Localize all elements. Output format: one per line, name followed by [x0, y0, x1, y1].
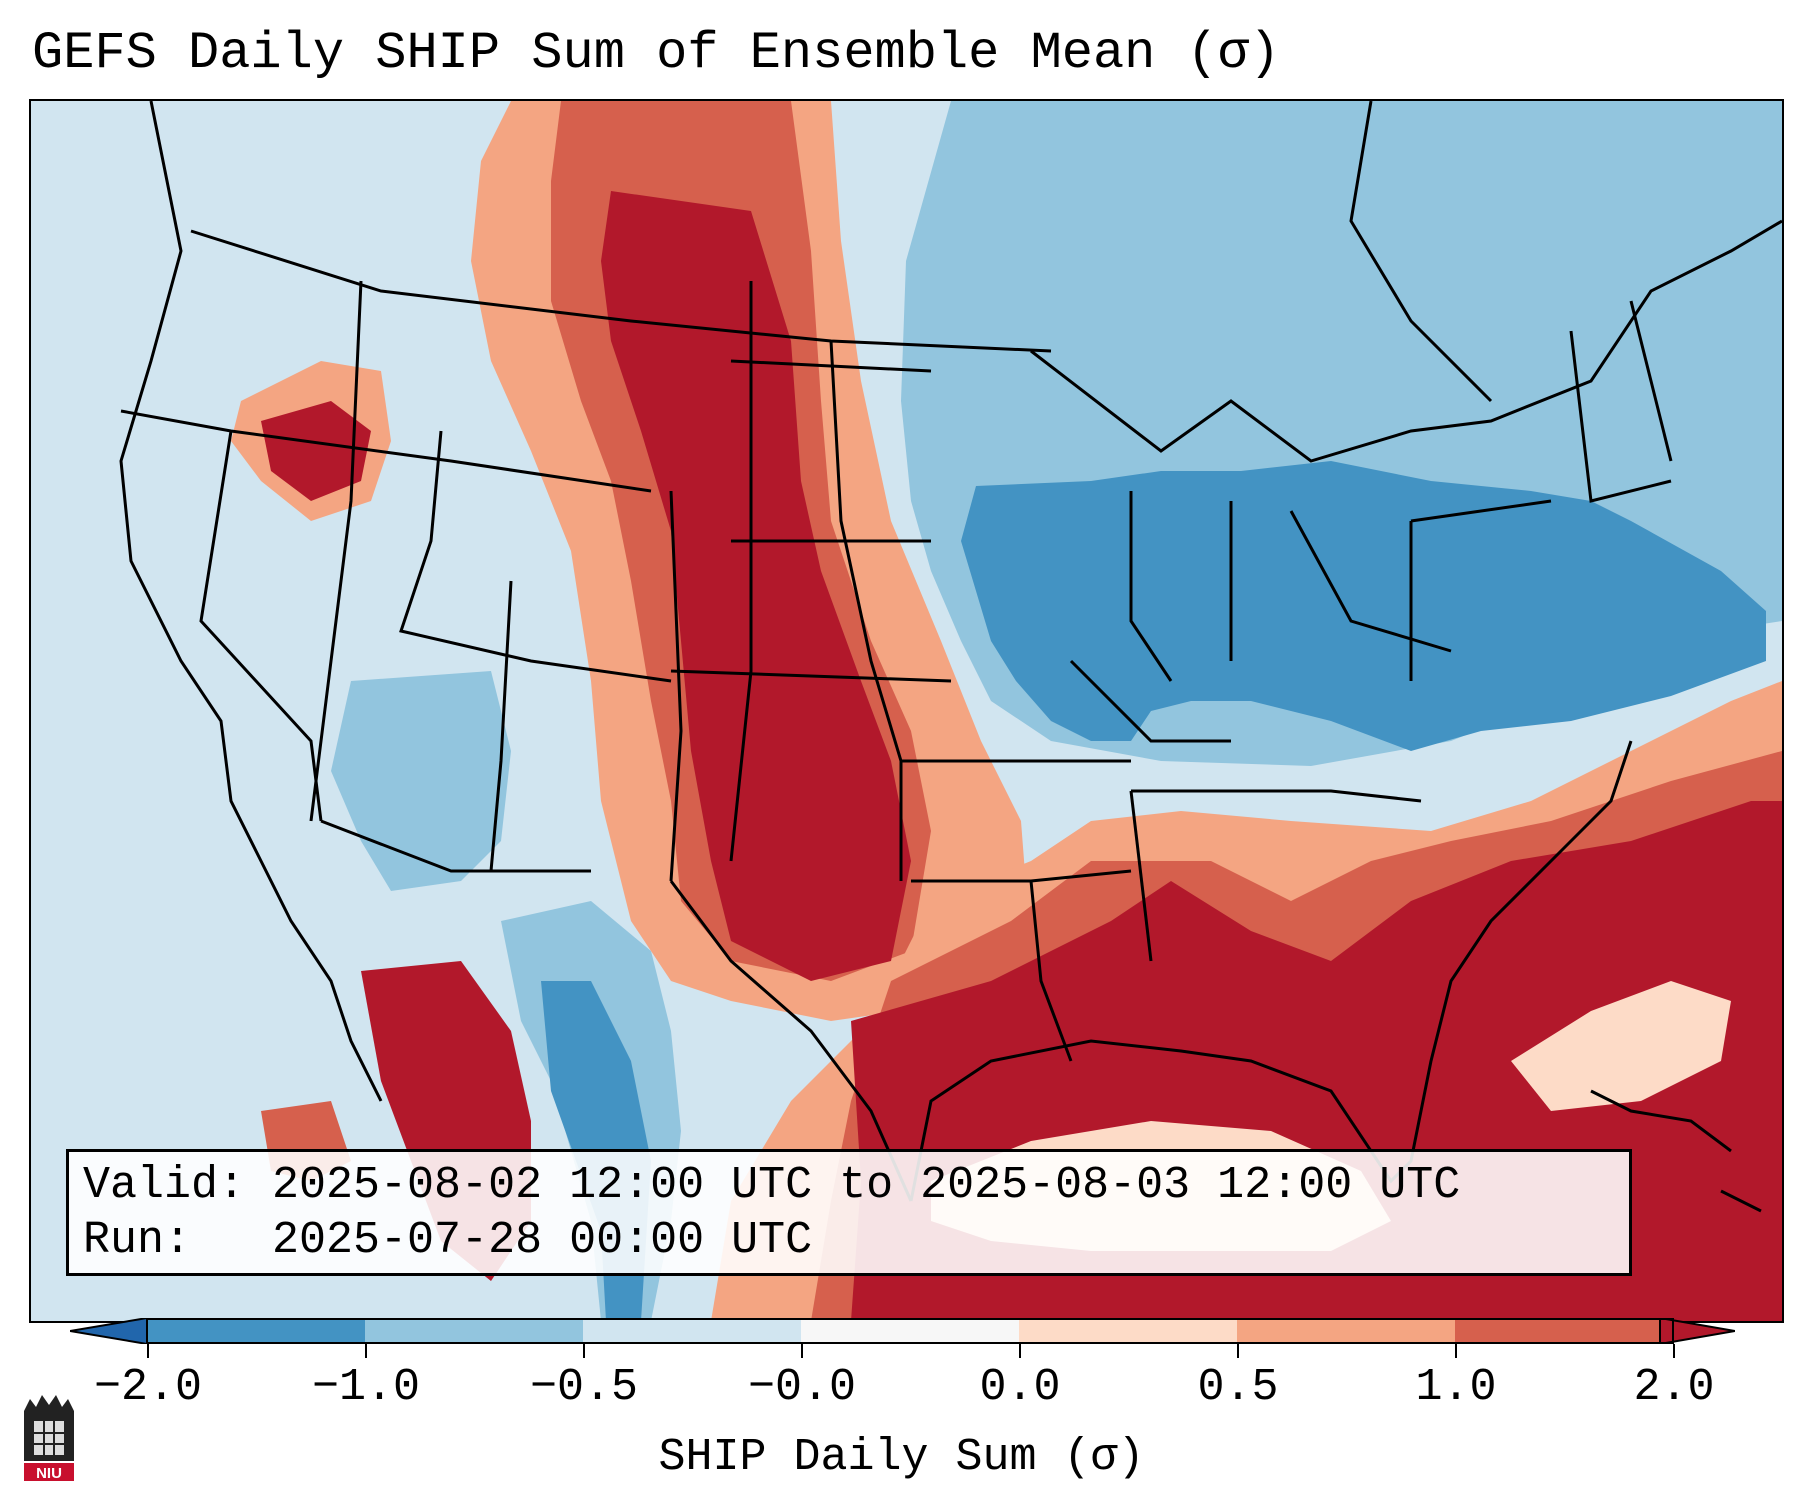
colorbar-bin-1 [147, 1318, 365, 1344]
ship-field-map [31, 101, 1782, 1321]
valid-run-infobox: Valid: 2025-08-02 12:00 UTC to 2025-08-0… [66, 1149, 1632, 1276]
colorbar-tick-label: −0.5 [529, 1362, 639, 1413]
caribbean-islands [1590, 1089, 1762, 1213]
colorbar-tick-label: −2.0 [93, 1362, 203, 1413]
field-plains-dark-red [601, 191, 911, 981]
boundary-lines [119, 101, 1782, 1202]
colorbar-tick-label: 0.5 [1197, 1362, 1279, 1413]
colorbar [70, 1318, 1735, 1344]
colorbar-tick-4 [801, 1344, 803, 1358]
niu-logo: NIU [24, 1395, 74, 1482]
colorbar-tick-7 [1455, 1344, 1457, 1358]
west-coast-line [119, 101, 383, 1102]
colorbar-bin-7 [1455, 1318, 1673, 1344]
colorbar-label: SHIP Daily Sum (σ) [658, 1432, 1145, 1483]
logo-text: NIU [36, 1465, 62, 1482]
colorbar-tick-2 [365, 1344, 367, 1358]
colorbar-bin-5 [1019, 1318, 1237, 1344]
map-panel [29, 99, 1784, 1323]
colorbar-outline [146, 1318, 1674, 1344]
colorbar-tick-label: 0.0 [979, 1362, 1061, 1413]
colorbar-bin-6 [1237, 1318, 1455, 1344]
colorbar-tick-label: −1.0 [311, 1362, 421, 1413]
field-atlantic-light-band [1511, 981, 1731, 1111]
colorbar-tick-label: 1.0 [1415, 1362, 1497, 1413]
colorbar-tick-1 [147, 1344, 149, 1358]
colorbar-extend-low [70, 1318, 148, 1344]
colorbar-tick-label: −0.0 [747, 1362, 857, 1413]
field-midwest-blue [961, 461, 1766, 751]
valid-time-text: Valid: 2025-08-02 12:00 UTC to 2025-08-0… [83, 1160, 1461, 1211]
chart-title: GEFS Daily SHIP Sum of Ensemble Mean (σ) [32, 24, 1281, 83]
colorbar-bin-4 [801, 1318, 1019, 1344]
colorbar-bin-3 [583, 1318, 801, 1344]
colorbar-bin-2 [365, 1318, 583, 1344]
field-arizona-blue [331, 671, 511, 891]
colorbar-tick-5 [1019, 1344, 1021, 1358]
colorbar-tick-6 [1237, 1344, 1239, 1358]
colorbar-extend-high [1659, 1318, 1735, 1344]
field-idaho-dark-red [261, 401, 371, 501]
colorbar-tick-label: 2.0 [1633, 1362, 1715, 1413]
run-time-text: Run: 2025-07-28 00:00 UTC [83, 1215, 813, 1266]
colorbar-tick-3 [583, 1344, 585, 1358]
colorbar-tick-8 [1673, 1344, 1675, 1358]
